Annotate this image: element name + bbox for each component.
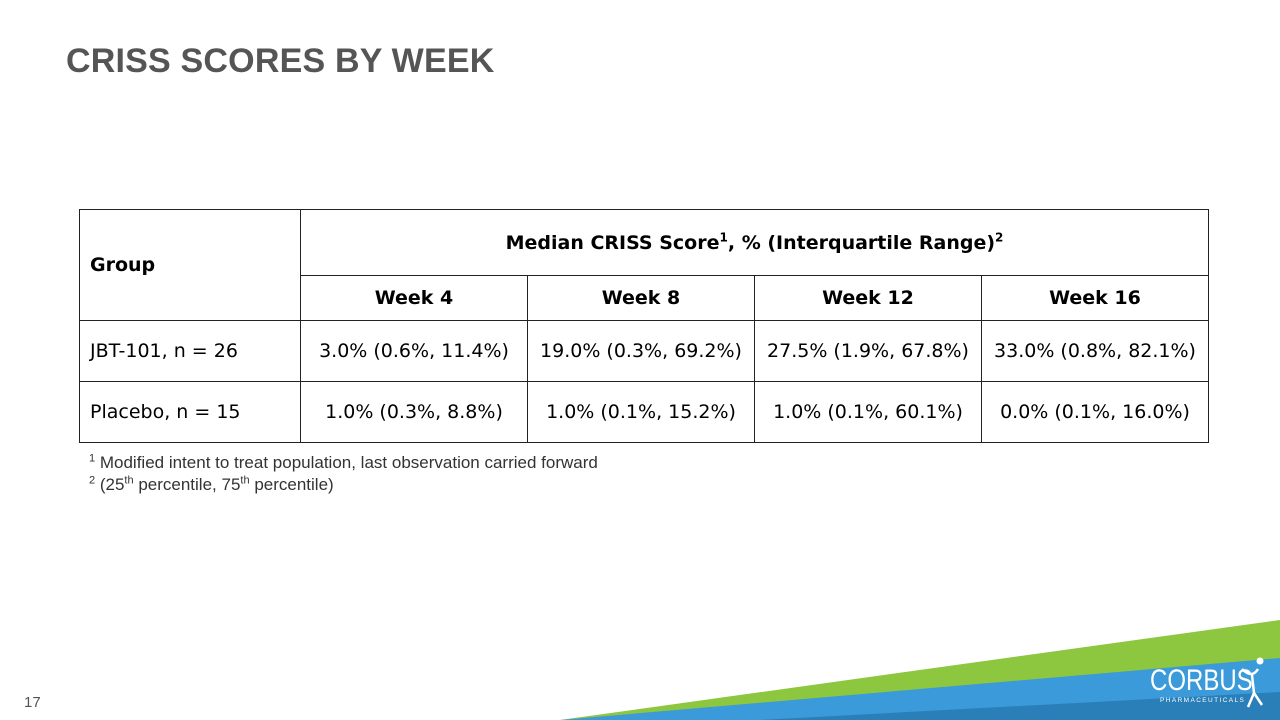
value-cell: 19.0% (0.3%, 69.2%) [527, 320, 755, 382]
corbus-logo-subtitle: PHARMACEUTICALS [1160, 697, 1246, 704]
corbus-logo: CORBUS [1150, 664, 1253, 697]
table-row: Placebo, n = 15 1.0% (0.3%, 8.8%) 1.0% (… [79, 381, 1209, 443]
week-header: Week 16 [981, 275, 1209, 321]
week-header: Week 12 [754, 275, 982, 321]
value-cell: 1.0% (0.1%, 15.2%) [527, 381, 755, 443]
footnote-1: 1 Modified intent to treat population, l… [89, 452, 598, 472]
group-header: Group [79, 209, 301, 321]
value-cell: 3.0% (0.6%, 11.4%) [300, 320, 528, 382]
value-cell: 33.0% (0.8%, 82.1%) [981, 320, 1209, 382]
week-header: Week 8 [527, 275, 755, 321]
group-cell: JBT-101, n = 26 [79, 320, 301, 382]
value-cell: 0.0% (0.1%, 16.0%) [981, 381, 1209, 443]
table-row: JBT-101, n = 26 3.0% (0.6%, 11.4%) 19.0%… [79, 320, 1209, 382]
group-cell: Placebo, n = 15 [79, 381, 301, 443]
week-header: Week 4 [300, 275, 528, 321]
footnote-2: 2 (25th percentile, 75th percentile) [89, 474, 334, 494]
logo-figure-icon [1241, 657, 1264, 708]
value-cell: 1.0% (0.3%, 8.8%) [300, 381, 528, 443]
footer-swoosh-graphic [560, 620, 1280, 720]
footnotes: 1 Modified intent to treat population, l… [89, 452, 598, 496]
value-cell: 1.0% (0.1%, 60.1%) [754, 381, 982, 443]
median-criss-header: Median CRISS Score1, % (Interquartile Ra… [300, 209, 1209, 276]
slide-title: CRISS SCORES BY WEEK [66, 42, 495, 80]
value-cell: 27.5% (1.9%, 67.8%) [754, 320, 982, 382]
page-number: 17 [24, 694, 41, 711]
criss-table: Group Median CRISS Score1, % (Interquart… [79, 209, 1209, 443]
